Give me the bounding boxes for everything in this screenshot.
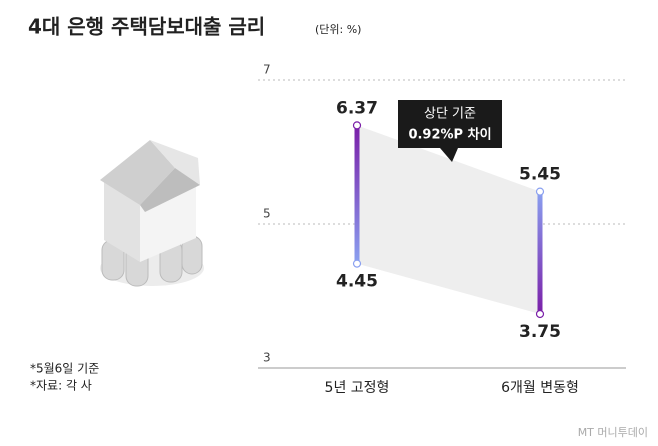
chart-subtitle: (단위: %) [315, 23, 361, 36]
annotation: 상단 기준 0.92%P 차이 [398, 100, 502, 162]
range-band [357, 125, 540, 314]
high-point [535, 187, 545, 196]
source-logo: MT 머니투데이 [578, 426, 648, 439]
value-label: 4.45 [336, 272, 378, 292]
high-point [352, 121, 362, 130]
note: *자료: 각 사 [30, 379, 92, 393]
range-bar [537, 191, 543, 314]
low-point [535, 309, 545, 319]
note: *5월6일 기준 [30, 362, 99, 376]
low-point [352, 259, 362, 268]
y-tick-label: 7 [263, 63, 271, 77]
annotation-text: 0.92%P 차이 [408, 127, 491, 143]
value-label: 6.37 [336, 98, 378, 118]
value-label: 3.75 [519, 322, 561, 342]
range-bar [354, 125, 360, 264]
x-tick-label: 5년 고정형 [325, 380, 390, 396]
y-tick-label: 3 [263, 351, 271, 365]
annotation-text: 상단 기준 [424, 107, 476, 122]
chart-title: 4대 은행 주택담보대출 금리 [28, 15, 265, 39]
y-tick-label: 5 [263, 207, 271, 221]
house-illustration [100, 140, 204, 287]
value-label: 5.45 [519, 165, 561, 185]
x-tick-label: 6개월 변동형 [501, 380, 579, 396]
